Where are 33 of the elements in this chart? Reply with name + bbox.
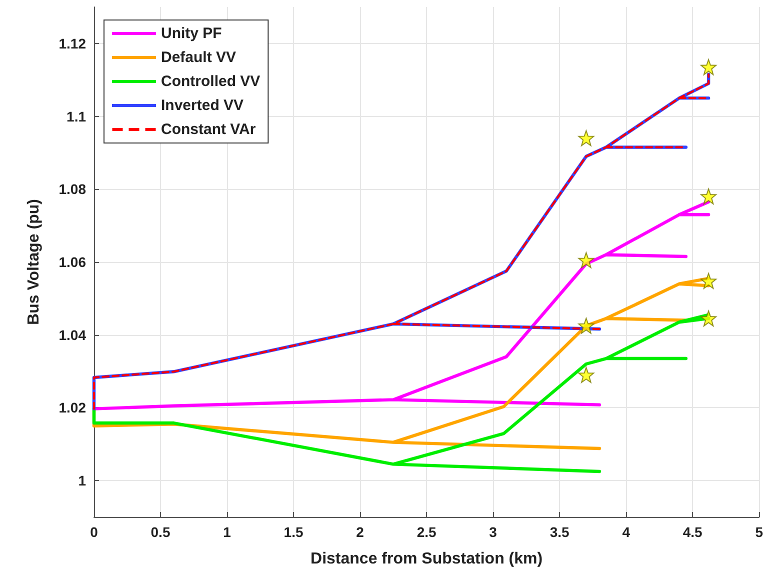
legend-label: Default VV xyxy=(161,49,236,66)
x-tick-label: 2 xyxy=(356,524,364,540)
x-tick-label: 1 xyxy=(223,524,232,540)
legend-label: Unity PF xyxy=(161,25,222,42)
x-tick-label: 3.5 xyxy=(550,524,570,540)
x-tick-label: 3 xyxy=(489,524,498,540)
y-tick-label: 1 xyxy=(78,472,86,489)
legend-label: Inverted VV xyxy=(161,97,244,114)
y-tick-label: 1.1 xyxy=(66,108,86,124)
y-tick-label: 1.04 xyxy=(58,326,86,343)
x-axis-title: Distance from Substation (km) xyxy=(310,550,543,568)
x-tick-label: 1.5 xyxy=(284,524,304,540)
point xyxy=(700,310,717,326)
y-tick-label: 1.02 xyxy=(58,400,86,416)
legend-label: Constant VAr xyxy=(161,121,256,138)
point xyxy=(700,59,717,76)
point xyxy=(700,188,717,204)
y-tick-label: 1.06 xyxy=(58,254,86,270)
point xyxy=(578,252,594,268)
y-tick-label: 1.12 xyxy=(58,35,86,52)
legend-label: Controlled VV xyxy=(161,73,260,90)
point xyxy=(578,318,594,334)
x-tick-label: 5 xyxy=(755,524,764,540)
point xyxy=(578,130,594,146)
y-axis-title: Bus Voltage (pu) xyxy=(26,199,42,325)
point xyxy=(700,272,717,289)
point xyxy=(578,366,594,383)
y-tick-label: 1.08 xyxy=(58,181,86,198)
x-tick-label: 0.5 xyxy=(150,524,170,540)
x-tick-label: 2.5 xyxy=(416,524,436,540)
x-tick-label: 4 xyxy=(622,524,630,540)
x-tick-label: 4.5 xyxy=(682,524,703,540)
x-tick-label: 0 xyxy=(90,524,98,540)
